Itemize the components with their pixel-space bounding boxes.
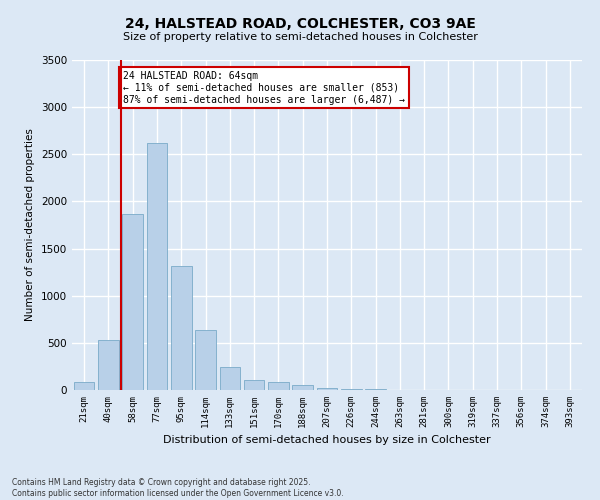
Bar [195,330,216,390]
Text: Size of property relative to semi-detached houses in Colchester: Size of property relative to semi-detach… [122,32,478,42]
Bar [317,388,337,390]
Bar [74,382,94,390]
Bar [171,266,191,390]
Y-axis label: Number of semi-detached properties: Number of semi-detached properties [25,128,35,322]
Bar [122,214,143,390]
Bar [146,143,167,390]
Bar [268,382,289,390]
Bar [365,389,386,390]
Bar [98,340,119,390]
Bar [341,388,362,390]
Text: Contains HM Land Registry data © Crown copyright and database right 2025.
Contai: Contains HM Land Registry data © Crown c… [12,478,344,498]
Bar [292,386,313,390]
Bar [220,368,240,390]
Text: 24, HALSTEAD ROAD, COLCHESTER, CO3 9AE: 24, HALSTEAD ROAD, COLCHESTER, CO3 9AE [125,18,475,32]
Text: 24 HALSTEAD ROAD: 64sqm
← 11% of semi-detached houses are smaller (853)
87% of s: 24 HALSTEAD ROAD: 64sqm ← 11% of semi-de… [123,72,405,104]
X-axis label: Distribution of semi-detached houses by size in Colchester: Distribution of semi-detached houses by … [163,436,491,446]
Bar [244,380,265,390]
